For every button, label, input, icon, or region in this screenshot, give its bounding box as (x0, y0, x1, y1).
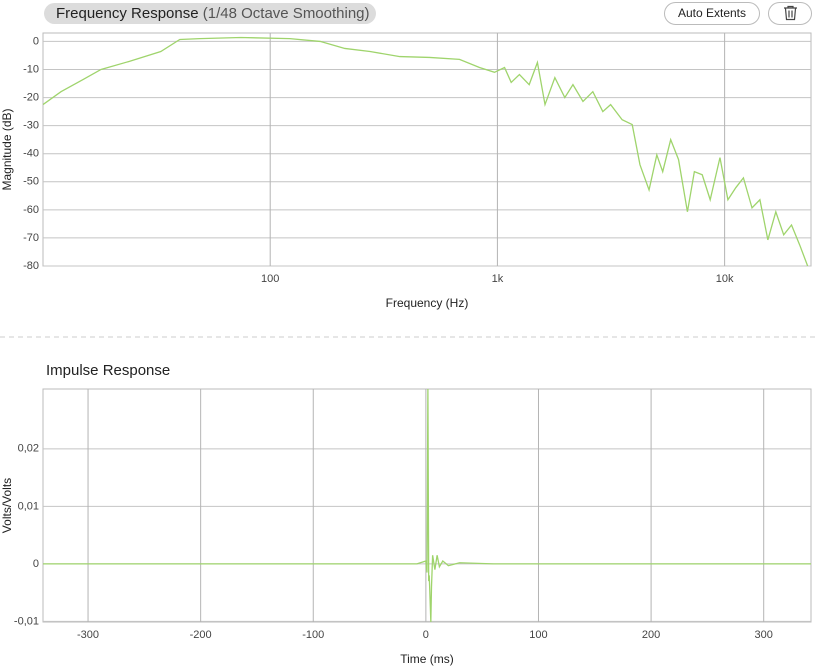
trash-icon (784, 5, 797, 21)
title: Frequency Response (56, 5, 199, 22)
y-tick-label: -10 (23, 63, 39, 75)
y-tick-label: -80 (23, 260, 39, 272)
data-line (43, 389, 811, 622)
x-tick-label: 300 (755, 629, 773, 641)
y-tick-label: -60 (23, 204, 39, 216)
x-axis-label: Frequency (Hz) (386, 296, 469, 310)
x-tick-label: 100 (529, 629, 547, 641)
y-tick-label: 0 (33, 558, 39, 570)
y-tick-label: -50 (23, 176, 39, 188)
y-tick-label: -70 (23, 232, 39, 244)
data-line (43, 36, 809, 266)
plot-area (42, 32, 812, 267)
delete-button[interactable] (768, 2, 812, 25)
y-tick-label: 0,02 (18, 443, 39, 455)
x-axis-label: Time (ms) (400, 652, 454, 666)
y-axis-label: Volts/Volts (0, 478, 14, 533)
x-tick-label: -200 (190, 629, 212, 641)
auto-extents-button[interactable] (664, 2, 760, 25)
y-tick-label: 0,01 (18, 500, 39, 512)
chart-title: Frequency Response (1/48 Octave Smoothin… (56, 5, 370, 22)
subtitle: (1/48 Octave Smoothing) (203, 5, 370, 22)
x-tick-label: 200 (642, 629, 660, 641)
x-tick-label: 0 (423, 629, 429, 641)
y-tick-label: 0 (33, 35, 39, 47)
y-tick-label: -30 (23, 120, 39, 132)
title-pill[interactable] (44, 3, 376, 24)
button-label: Auto Extents (678, 6, 746, 20)
x-tick-label: 10k (716, 273, 734, 285)
chart-title: Impulse Response (46, 362, 170, 379)
y-tick-label: -20 (23, 91, 39, 103)
y-tick-label: -0,01 (14, 615, 39, 627)
y-axis-label: Magnitude (dB) (0, 108, 14, 190)
x-tick-label: 100 (261, 273, 279, 285)
y-tick-label: -40 (23, 148, 39, 160)
x-tick-label: -300 (77, 629, 99, 641)
x-tick-label: 1k (492, 273, 504, 285)
x-tick-label: -100 (302, 629, 324, 641)
